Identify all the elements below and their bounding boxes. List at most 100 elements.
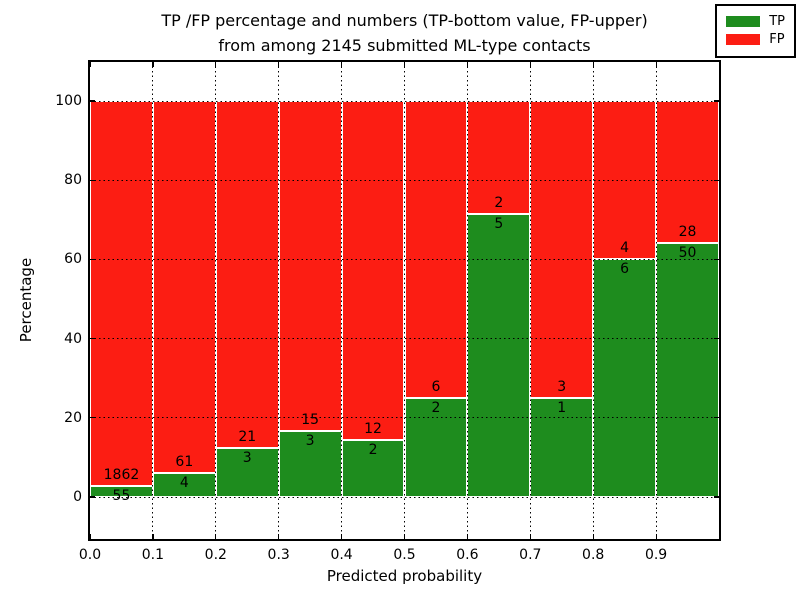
y-tick-mark (90, 258, 95, 261)
y-tick-label: 60 (64, 251, 82, 268)
bar-segment-tp (404, 398, 468, 497)
fp-count-label: 1862 (103, 466, 140, 483)
x-tick-mark (278, 534, 280, 539)
tp-count-label: 3 (242, 449, 252, 466)
x-tick-label: 0.7 (519, 547, 542, 563)
x-tick-mark (466, 62, 469, 67)
x-tick-label: 0.2 (204, 547, 227, 563)
v-gridline (529, 62, 531, 539)
x-tick-mark (215, 62, 217, 67)
bar-segment-tp (278, 431, 342, 497)
tp-count-label: 55 (112, 487, 131, 504)
x-tick-label: 0.4 (330, 547, 353, 563)
v-gridline (341, 62, 343, 539)
x-tick-mark (215, 534, 217, 539)
fp-count-label: 21 (238, 428, 257, 445)
legend: TP FP (715, 4, 796, 58)
x-tick-label: 0.0 (78, 547, 102, 563)
y-tick-label: 80 (64, 172, 82, 189)
tp-count-label: 2 (431, 400, 441, 416)
tp-count-label: 3 (305, 433, 315, 449)
bar-segment-fp (404, 101, 468, 398)
tp-count-label: 2 (368, 442, 378, 459)
y-tick-mark (714, 179, 719, 181)
fp-count-label: 2 (494, 195, 504, 212)
fp-count-label: 28 (678, 224, 697, 241)
x-tick-mark (403, 534, 406, 539)
bar-segment-fp (530, 101, 594, 398)
plot-area: 1862 55 61 4 21 3 15 3 12 2 6 2 2 5 3 1 4 6 28 50 (89, 62, 719, 539)
y-tick-mark (714, 417, 719, 419)
v-gridline (592, 62, 594, 539)
x-tick-mark (466, 534, 469, 539)
x-tick-mark (278, 62, 280, 67)
chart-title: TP /FP percentage and numbers (TP-bottom… (90, 8, 719, 58)
tp-count-label: 50 (678, 245, 697, 262)
x-tick-mark (403, 62, 406, 67)
bar-segment-tp (467, 214, 531, 497)
y-tick-mark (714, 496, 719, 498)
y-tick-mark (714, 338, 719, 340)
bar-segment-fp (278, 101, 342, 431)
fp-count-label: 4 (620, 240, 630, 257)
x-tick-mark (592, 62, 594, 67)
v-gridline (152, 62, 154, 539)
x-tick-label: 0.1 (141, 547, 165, 563)
fp-legend-label: FP (769, 32, 785, 47)
fp-count-label: 3 (557, 379, 567, 395)
bar-segment-fp (656, 101, 719, 244)
bar-segment-tp (593, 259, 657, 497)
x-tick-mark (529, 62, 531, 67)
y-tick-label: 100 (55, 93, 82, 109)
tp-legend-label: TP (769, 14, 785, 29)
bar-segment-tp (530, 398, 594, 497)
bar-segment-tp (656, 243, 719, 497)
fp-count-label: 61 (175, 453, 194, 470)
fp-count-label: 12 (364, 421, 382, 438)
v-gridline (404, 62, 405, 539)
y-tick-mark (90, 179, 95, 181)
x-tick-mark (341, 534, 343, 539)
x-tick-mark (89, 534, 91, 539)
fp-legend-swatch (726, 34, 761, 45)
tp-count-label: 5 (494, 216, 504, 233)
chart-title-line1: TP /FP percentage and numbers (TP-bottom… (161, 11, 648, 30)
y-tick-label: 0 (73, 489, 82, 505)
bar-segment-fp (467, 101, 531, 215)
bar-segment-fp (215, 101, 279, 448)
y-tick-mark (90, 100, 95, 102)
fp-count-label: 15 (301, 412, 320, 428)
x-tick-label: 0.5 (393, 547, 416, 563)
y-tick-mark (90, 496, 95, 498)
y-tick-mark (714, 100, 719, 102)
legend-item-fp: FP (726, 32, 785, 47)
x-tick-label: 0.9 (644, 547, 668, 563)
v-gridline (466, 62, 468, 539)
chart-title-line2: from among 2145 submitted ML-type contac… (218, 36, 591, 55)
tp-count-label: 6 (620, 261, 630, 278)
x-tick-mark (655, 62, 657, 67)
fp-count-label: 6 (431, 379, 441, 395)
bar-segment-fp (90, 101, 153, 486)
x-tick-mark (89, 62, 91, 67)
y-tick-mark (714, 258, 719, 261)
v-gridline (278, 62, 280, 539)
x-tick-mark (592, 534, 594, 539)
x-tick-label: 0.6 (456, 547, 479, 563)
tp-count-label: 4 (179, 474, 189, 491)
x-tick-label: 0.3 (267, 547, 290, 563)
x-tick-mark (152, 62, 154, 67)
y-tick-mark (90, 417, 95, 419)
x-tick-mark (655, 534, 657, 539)
x-tick-label: 0.8 (582, 547, 605, 563)
x-tick-mark (152, 534, 154, 539)
y-tick-label: 40 (64, 330, 82, 347)
y-tick-mark (90, 338, 95, 340)
tp-legend-swatch (726, 16, 761, 27)
bar-segment-fp (341, 101, 405, 441)
v-gridline (215, 62, 217, 539)
tp-count-label: 1 (557, 400, 567, 416)
x-axis-label: Predicted probability (326, 567, 483, 585)
x-tick-mark (341, 62, 343, 67)
